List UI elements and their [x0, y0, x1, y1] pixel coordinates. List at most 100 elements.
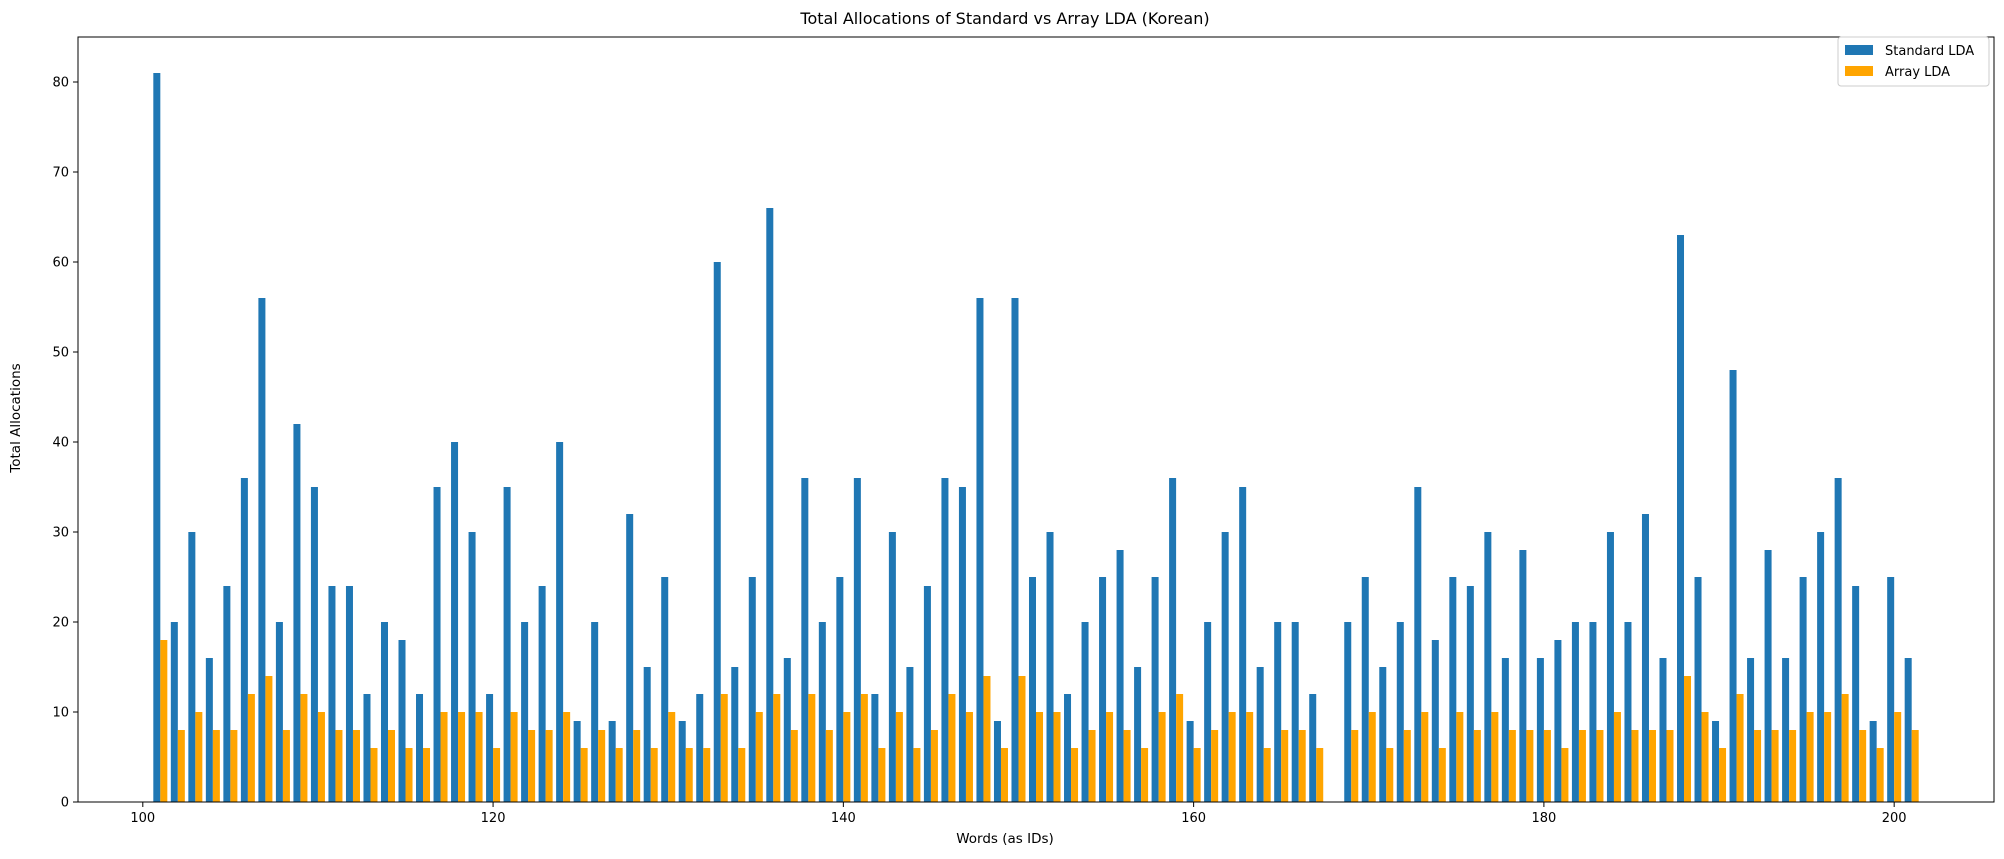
chart-title: Total Allocations of Standard vs Array L… — [799, 9, 1209, 28]
bar-array-lda-192 — [1754, 730, 1762, 802]
bar-standard-lda-104 — [205, 658, 213, 802]
plot-frame — [77, 36, 1995, 803]
bar-standard-lda-163 — [1239, 487, 1247, 802]
bar-array-lda-101 — [160, 640, 168, 802]
bar-standard-lda-193 — [1764, 550, 1772, 802]
y-tick-label-0: 0 — [61, 796, 69, 811]
bar-standard-lda-160 — [1186, 721, 1194, 802]
bar-array-lda-193 — [1771, 730, 1779, 802]
bar-array-lda-142 — [878, 748, 886, 802]
bar-array-lda-137 — [790, 730, 798, 802]
bar-array-lda-163 — [1246, 712, 1254, 802]
legend: Standard LDA Array LDA — [1837, 36, 1990, 87]
bar-array-lda-196 — [1824, 712, 1832, 802]
bar-standard-lda-156 — [1116, 550, 1124, 802]
bar-array-lda-146 — [948, 694, 956, 802]
bar-array-lda-164 — [1263, 748, 1271, 802]
bar-array-lda-143 — [895, 712, 903, 802]
bar-array-lda-122 — [528, 730, 536, 802]
bar-array-lda-149 — [1000, 748, 1008, 802]
bar-array-lda-103 — [195, 712, 203, 802]
bar-standard-lda-200 — [1887, 577, 1895, 802]
bar-standard-lda-183 — [1589, 622, 1597, 802]
bar-standard-lda-199 — [1869, 721, 1877, 802]
bar-array-lda-188 — [1684, 676, 1692, 802]
bar-standard-lda-126 — [591, 622, 599, 802]
bar-standard-lda-125 — [573, 721, 581, 802]
bar-array-lda-105 — [230, 730, 238, 802]
bar-standard-lda-131 — [678, 721, 686, 802]
y-tick-label-60: 60 — [52, 256, 69, 271]
bar-standard-lda-158 — [1151, 577, 1159, 802]
y-tick-label-50: 50 — [52, 346, 69, 361]
bar-standard-lda-181 — [1554, 640, 1562, 802]
bar-standard-lda-139 — [818, 622, 826, 802]
bar-standard-lda-198 — [1852, 586, 1860, 802]
bar-array-lda-106 — [247, 694, 255, 802]
bar-standard-lda-119 — [468, 532, 476, 802]
bar-standard-lda-138 — [801, 478, 809, 802]
bar-array-lda-187 — [1666, 730, 1674, 802]
bar-standard-lda-196 — [1817, 532, 1825, 802]
bar-array-lda-123 — [545, 730, 553, 802]
bar-array-lda-108 — [282, 730, 290, 802]
bar-standard-lda-144 — [906, 667, 914, 802]
bar-array-lda-201 — [1911, 730, 1919, 802]
bar-standard-lda-159 — [1169, 478, 1177, 802]
bar-array-lda-173 — [1421, 712, 1429, 802]
bar-standard-lda-186 — [1641, 514, 1649, 802]
bar-standard-lda-123 — [538, 586, 546, 802]
x-tick-label-100: 100 — [130, 811, 155, 826]
bar-array-lda-171 — [1386, 748, 1394, 802]
y-tick-label-80: 80 — [52, 76, 69, 91]
y-tick-label-30: 30 — [52, 526, 69, 541]
bar-array-lda-141 — [860, 694, 868, 802]
bar-standard-lda-155 — [1099, 577, 1107, 802]
x-tick-label-120: 120 — [481, 811, 506, 826]
bar-array-lda-182 — [1578, 730, 1586, 802]
bar-standard-lda-106 — [240, 478, 248, 802]
bar-standard-lda-151 — [1028, 577, 1036, 802]
bar-array-lda-148 — [983, 676, 991, 802]
bar-array-lda-150 — [1018, 676, 1026, 802]
y-tick-label-10: 10 — [52, 706, 69, 721]
bar-standard-lda-129 — [643, 667, 651, 802]
bar-array-lda-153 — [1071, 748, 1079, 802]
bar-standard-lda-122 — [521, 622, 529, 802]
bar-standard-lda-121 — [503, 487, 511, 802]
bar-array-lda-191 — [1736, 694, 1744, 802]
legend-label-standard-lda: Standard LDA — [1885, 44, 1974, 59]
bar-standard-lda-161 — [1204, 622, 1212, 802]
bar-array-lda-131 — [685, 748, 693, 802]
bar-array-lda-113 — [370, 748, 378, 802]
bar-array-lda-134 — [738, 748, 746, 802]
bar-array-lda-129 — [650, 748, 658, 802]
bar-array-lda-116 — [423, 748, 431, 802]
bar-standard-lda-116 — [416, 694, 424, 802]
bar-standard-lda-142 — [871, 694, 879, 802]
bar-array-lda-124 — [563, 712, 571, 802]
bar-array-lda-160 — [1193, 748, 1201, 802]
bar-array-lda-140 — [843, 712, 851, 802]
bar-array-lda-135 — [755, 712, 763, 802]
bar-array-lda-165 — [1281, 730, 1289, 802]
bar-standard-lda-101 — [153, 73, 161, 802]
bar-array-lda-198 — [1859, 730, 1867, 802]
bar-array-lda-170 — [1368, 712, 1376, 802]
bar-array-lda-189 — [1701, 712, 1709, 802]
bar-standard-lda-109 — [293, 424, 301, 802]
y-tick-label-20: 20 — [52, 616, 69, 631]
bar-array-lda-177 — [1491, 712, 1499, 802]
bars-layer — [153, 73, 1919, 802]
bar-standard-lda-177 — [1484, 532, 1492, 802]
bar-standard-lda-176 — [1466, 586, 1474, 802]
bar-standard-lda-149 — [993, 721, 1001, 802]
bar-standard-lda-167 — [1309, 694, 1317, 802]
bar-standard-lda-166 — [1291, 622, 1299, 802]
y-tick-label-70: 70 — [52, 166, 69, 181]
axes-layer: 100 120 140 160 180 200 0 10 20 30 40 50 60 70 80 — [52, 36, 1995, 826]
bar-array-lda-195 — [1806, 712, 1814, 802]
bar-array-lda-136 — [773, 694, 781, 802]
bar-array-lda-104 — [212, 730, 220, 802]
bar-standard-lda-136 — [766, 208, 774, 802]
